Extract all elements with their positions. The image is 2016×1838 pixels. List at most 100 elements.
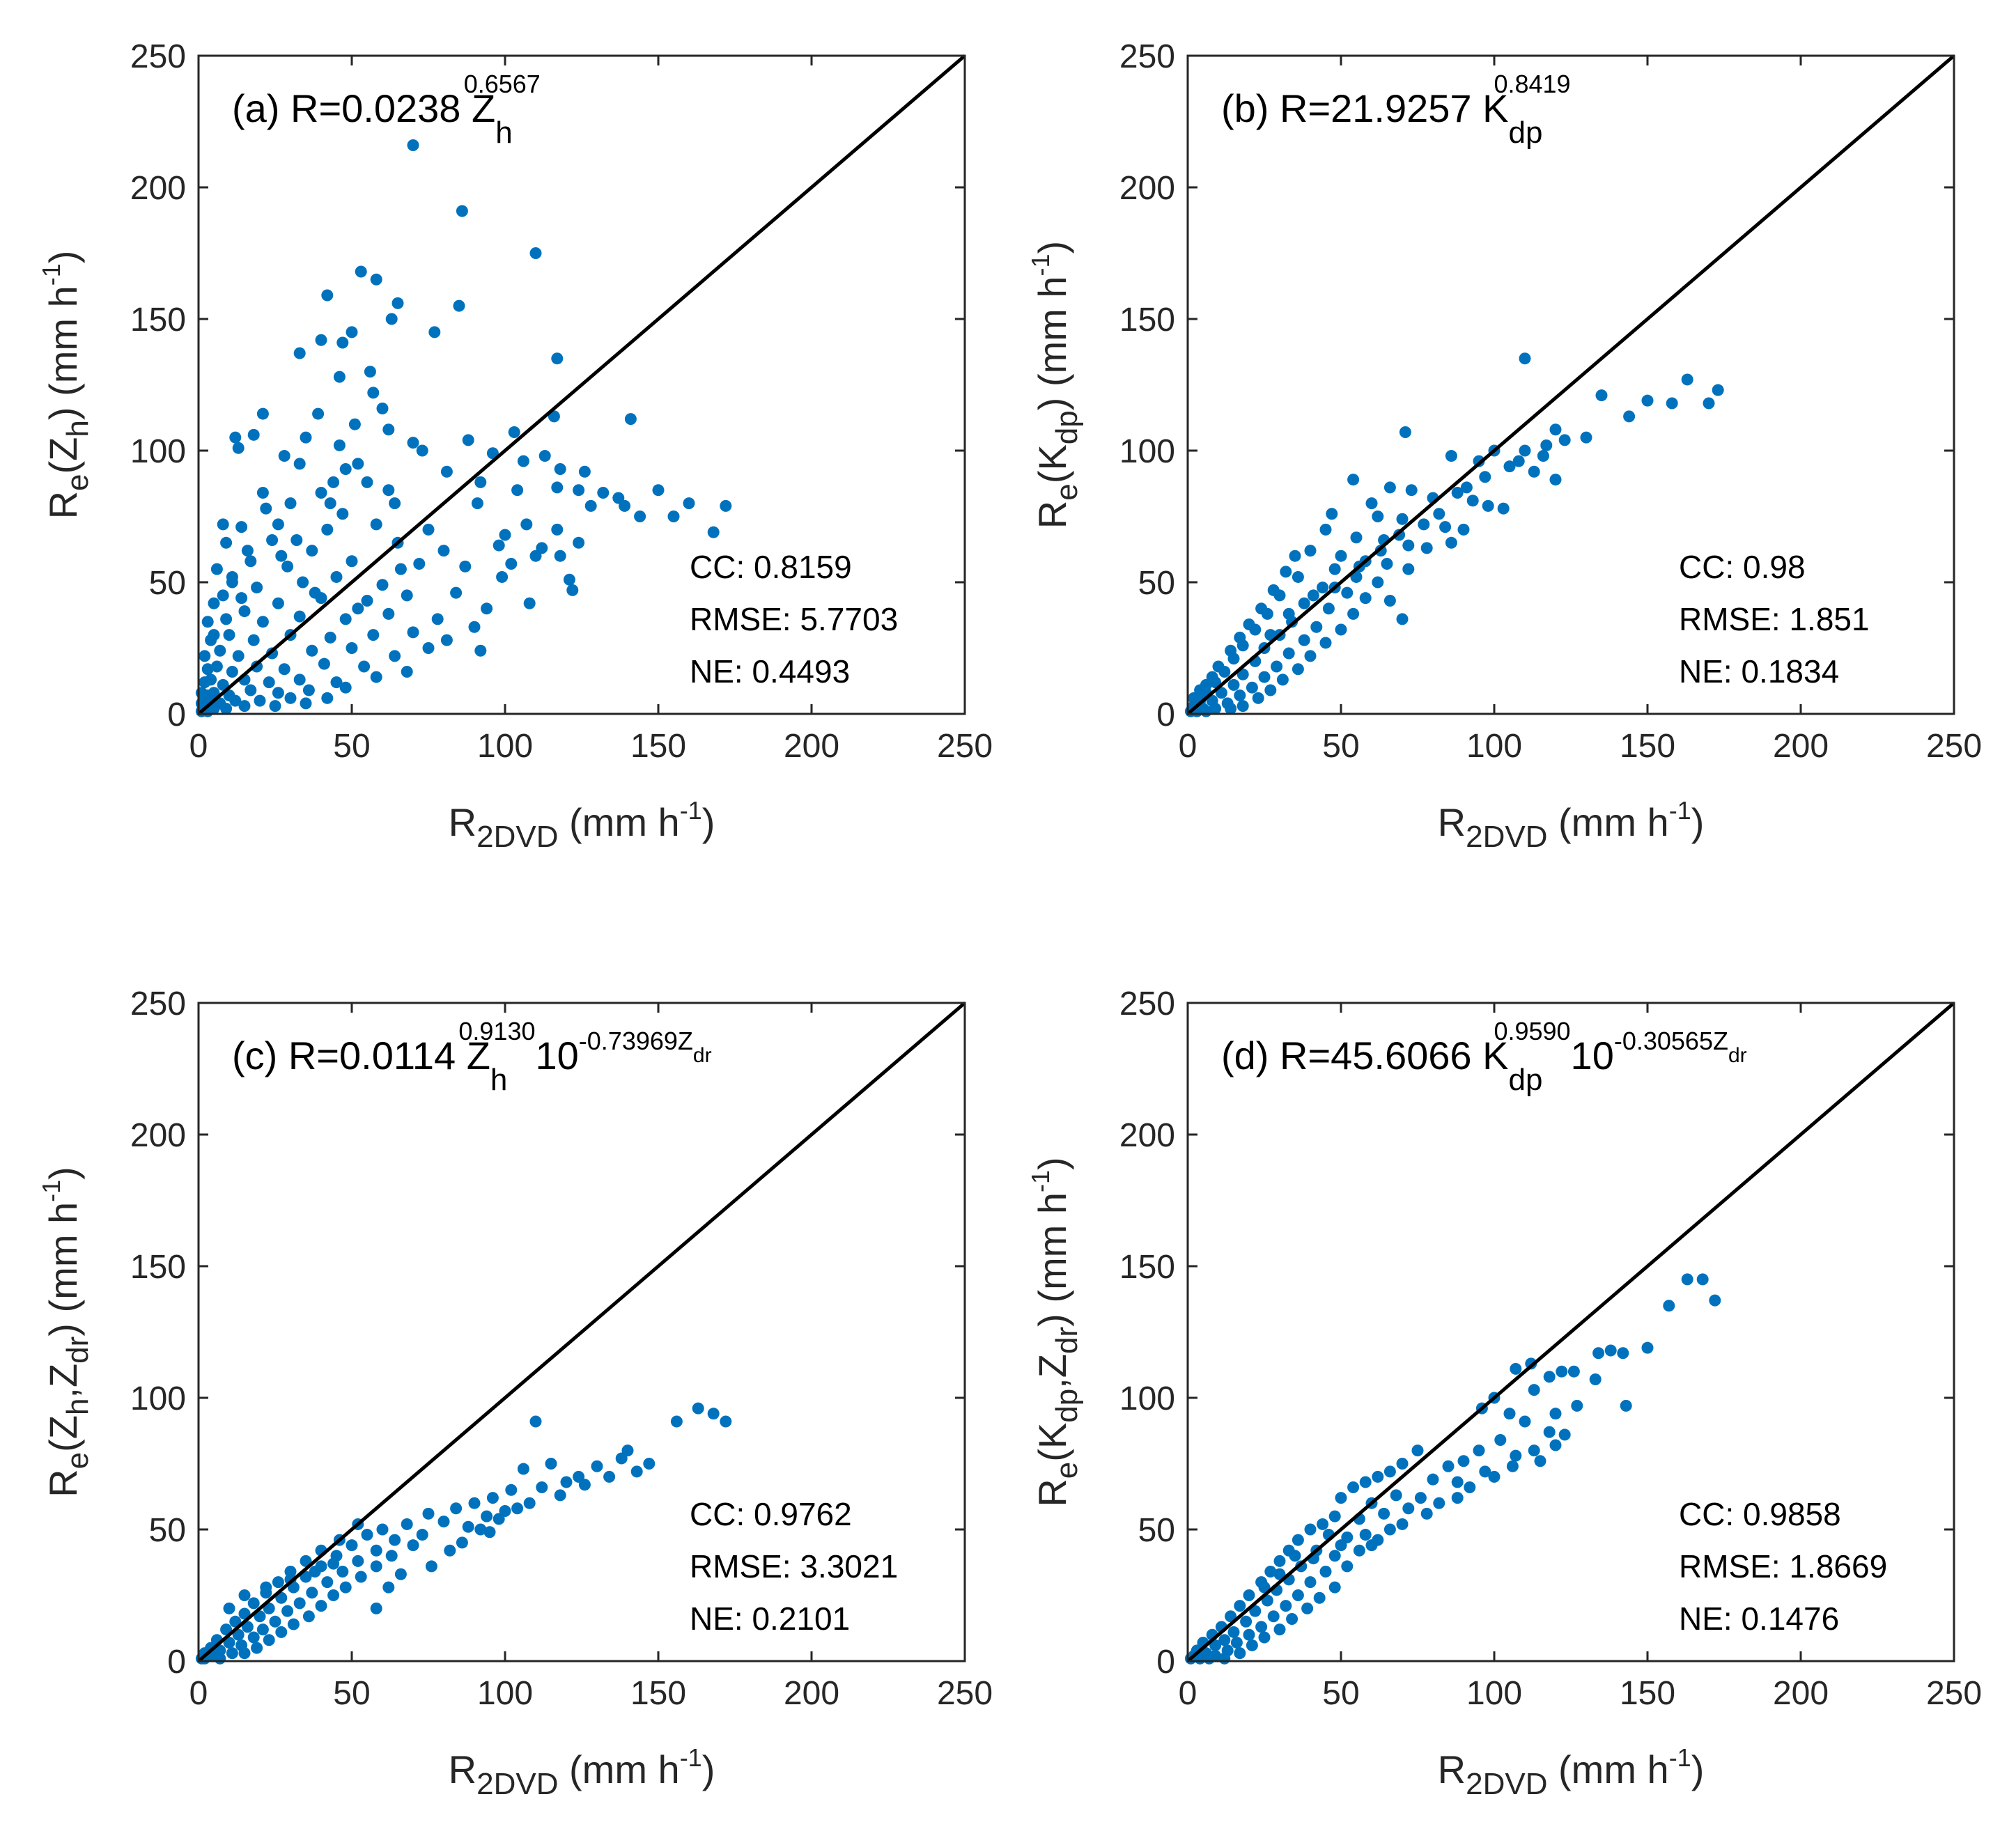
y-tick-label: 200 <box>1119 1117 1175 1154</box>
x-label-unit-close: ) <box>702 800 715 844</box>
data-point <box>1709 1294 1721 1307</box>
data-point <box>422 1507 435 1520</box>
data-point <box>1494 1433 1507 1446</box>
data-point <box>1252 692 1264 704</box>
equation-sup: 0.9130 <box>458 1017 535 1045</box>
data-point <box>1234 690 1246 702</box>
data-point <box>1451 1492 1464 1504</box>
data-point <box>232 650 245 662</box>
data-point <box>220 1623 233 1636</box>
data-point <box>505 558 518 570</box>
stat-rmse: RMSE: 5.7703 <box>690 601 898 637</box>
stat-rmse-value: 1.8669 <box>1781 1548 1887 1584</box>
y-label-post: ) <box>41 251 85 264</box>
data-point <box>1307 589 1319 602</box>
data-point <box>1206 671 1218 683</box>
data-point <box>355 1571 367 1583</box>
data-point <box>309 586 321 599</box>
data-point <box>226 666 238 678</box>
stat-ne-label: NE: <box>690 653 743 690</box>
data-point <box>321 692 334 704</box>
data-point <box>1604 1344 1617 1357</box>
data-point <box>364 366 376 378</box>
y-label-close: ) (mm h <box>41 1202 85 1337</box>
data-point <box>352 458 364 470</box>
data-point <box>1712 384 1724 396</box>
data-point <box>1317 1518 1329 1530</box>
data-point <box>1414 1492 1427 1504</box>
x-label-unit: (mm h <box>1547 800 1668 844</box>
x-axis-label: R2DVD (mm h-1) <box>449 1743 715 1801</box>
data-point <box>493 1513 505 1525</box>
data-point <box>1271 660 1283 673</box>
data-point <box>1580 431 1592 444</box>
data-point <box>293 610 306 623</box>
data-point <box>1335 1492 1347 1504</box>
data-point <box>1617 1347 1629 1360</box>
y-label-open: (K <box>1030 1423 1074 1462</box>
data-point <box>199 650 211 662</box>
data-point <box>247 1597 260 1610</box>
data-point <box>1246 1639 1258 1651</box>
x-tick-label: 200 <box>784 1675 839 1712</box>
data-point <box>339 613 352 625</box>
x-tick-label: 150 <box>1620 728 1675 765</box>
data-point <box>416 1529 428 1541</box>
stat-cc-value: 0.9858 <box>1734 1496 1840 1532</box>
stat-rmse: RMSE: 1.851 <box>1679 601 1870 637</box>
data-point <box>551 481 564 494</box>
data-point <box>232 442 245 454</box>
x-tick-label: 250 <box>937 728 993 765</box>
data-point <box>275 1591 288 1604</box>
x-tick-label: 250 <box>1926 1675 1982 1712</box>
data-point <box>220 702 233 715</box>
data-point <box>382 484 395 497</box>
data-point <box>333 439 346 451</box>
data-point <box>548 410 560 423</box>
data-point <box>1236 700 1249 712</box>
data-point <box>1218 1652 1231 1665</box>
data-point <box>1543 1426 1556 1438</box>
data-point <box>1396 513 1409 525</box>
data-point <box>1209 702 1222 715</box>
data-point <box>352 1555 364 1567</box>
data-point <box>293 1597 306 1610</box>
data-point <box>692 1402 704 1415</box>
data-point <box>1289 1550 1301 1562</box>
y-label-sub-e: e <box>61 474 95 490</box>
data-point <box>284 497 297 510</box>
data-point <box>1317 582 1329 594</box>
one-to-one-line <box>197 54 966 715</box>
data-point <box>1442 1460 1455 1472</box>
data-point <box>1350 531 1363 544</box>
data-point <box>306 644 318 657</box>
data-point <box>573 484 585 497</box>
stat-ne-value: 0.2101 <box>743 1601 850 1637</box>
data-point <box>1326 508 1338 520</box>
y-label-close: ) (mm h <box>41 286 85 420</box>
one-to-one-line <box>1186 1002 1955 1662</box>
data-point <box>241 545 254 557</box>
data-point <box>254 694 266 707</box>
data-point <box>407 626 419 639</box>
data-point <box>1365 497 1378 510</box>
data-point <box>346 555 358 568</box>
data-point <box>1549 1439 1562 1451</box>
data-point <box>1466 494 1479 507</box>
data-point <box>370 1544 382 1557</box>
data-point <box>1528 1444 1540 1457</box>
data-point <box>1420 542 1433 554</box>
data-point <box>284 692 297 704</box>
data-point <box>208 597 220 609</box>
data-point <box>456 1536 468 1549</box>
data-point <box>238 1647 251 1660</box>
data-point <box>1304 1523 1317 1536</box>
data-point <box>1267 1610 1280 1623</box>
y-label-sub1: h <box>61 420 95 437</box>
y-tick-label: 250 <box>1119 986 1175 1022</box>
data-point <box>1328 563 1341 575</box>
data-point <box>1473 1444 1485 1457</box>
scatter-points <box>195 1402 732 1665</box>
data-point <box>330 676 343 689</box>
